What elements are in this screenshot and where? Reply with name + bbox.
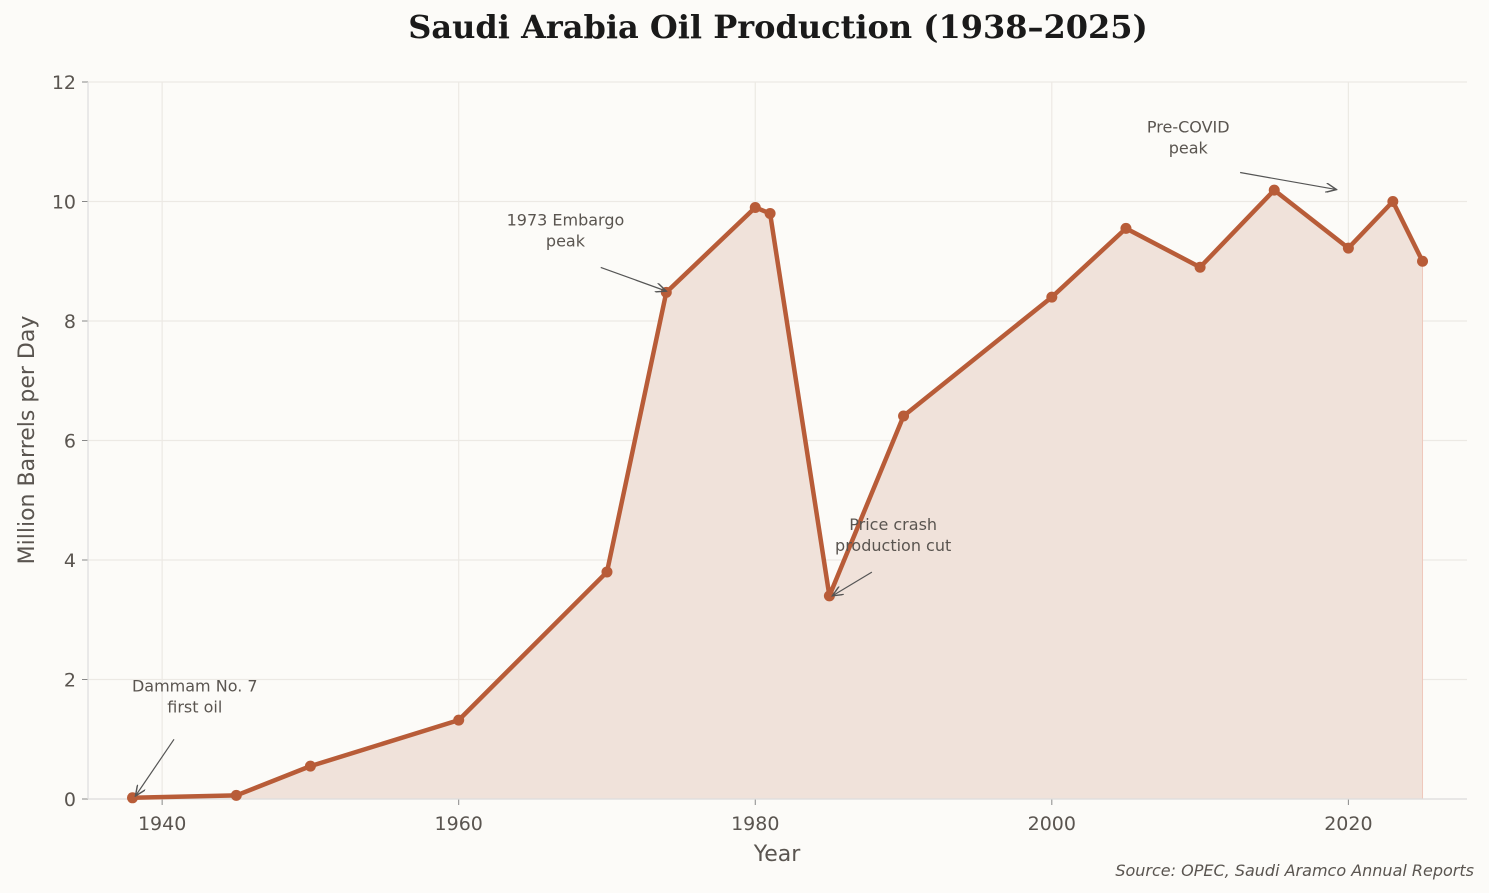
data-point [764, 207, 776, 219]
data-point [1417, 255, 1429, 267]
source-note: Source: OPEC, Saudi Aramco Annual Report… [1115, 861, 1474, 880]
data-point [1268, 184, 1280, 196]
data-point [230, 789, 242, 801]
annotation-text: 1973 Embargo [507, 210, 625, 229]
data-point [749, 201, 761, 213]
annotation-text: Pre-COVID [1147, 118, 1230, 137]
x-tick-label: 1980 [731, 813, 779, 835]
y-axis-label: Million Barrels per Day [15, 316, 40, 565]
data-point [1342, 242, 1354, 254]
y-tick-label: 12 [52, 72, 76, 94]
y-tick-label: 2 [64, 670, 76, 692]
x-tick-label: 2020 [1324, 813, 1372, 835]
x-axis-label: Year [753, 842, 802, 867]
y-tick-label: 0 [64, 789, 76, 811]
y-tick-label: 10 [52, 192, 76, 214]
data-point [304, 760, 316, 772]
data-point [1387, 196, 1399, 207]
annotation-text: Dammam No. 7 [132, 676, 258, 695]
x-tick-label: 2000 [1028, 813, 1076, 835]
data-point [660, 286, 672, 298]
x-tick-label: 1940 [138, 813, 186, 835]
annotation-text: peak [1169, 139, 1209, 158]
annotation-text: production cut [835, 536, 951, 555]
data-point [1120, 222, 1132, 234]
y-tick-label: 6 [64, 431, 76, 453]
annotation-arrow [600, 266, 667, 291]
annotation-text: first oil [167, 697, 222, 716]
data-point [1046, 291, 1058, 303]
annotation-text: peak [546, 231, 586, 250]
data-point [453, 714, 465, 726]
chart-title: Saudi Arabia Oil Production (1938–2025) [408, 8, 1148, 46]
data-point [898, 410, 910, 422]
data-point [601, 566, 613, 578]
x-tick-label: 1960 [435, 813, 483, 835]
annotation-arrow [1240, 171, 1336, 190]
y-tick-label: 8 [64, 311, 76, 333]
y-tick-label: 4 [64, 550, 76, 572]
data-point [1194, 261, 1206, 273]
annotation-arrow [135, 738, 175, 796]
annotation-arrow [832, 571, 873, 596]
area-fill [131, 189, 1424, 800]
annotation-text: Price crash [849, 515, 937, 534]
